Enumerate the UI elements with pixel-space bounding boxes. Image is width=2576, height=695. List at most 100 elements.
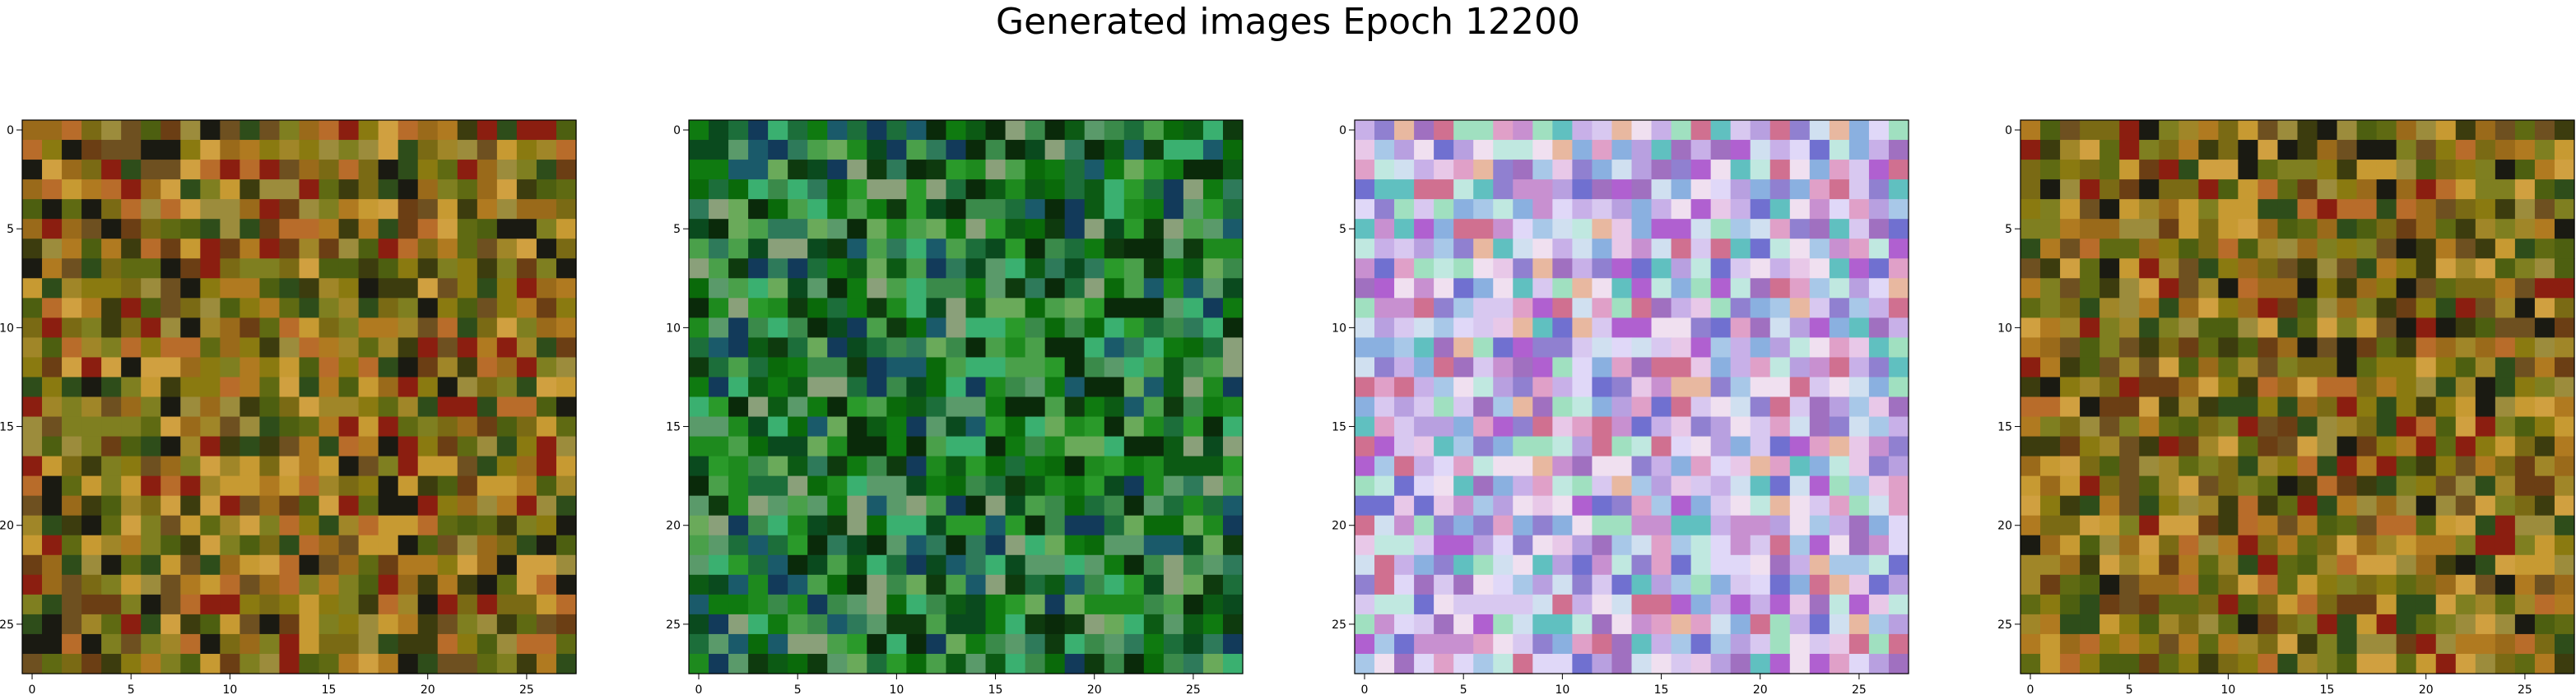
image-pixel <box>1044 574 1066 595</box>
image-pixel <box>1025 219 1046 239</box>
image-pixel <box>141 239 161 259</box>
image-pixel <box>867 574 887 595</box>
image-pixel <box>1829 357 1850 378</box>
image-pixel <box>1651 120 1672 141</box>
image-pixel <box>867 278 887 299</box>
image-pixel <box>1611 199 1633 220</box>
image-pixel <box>2020 258 2041 279</box>
image-pixel <box>200 653 221 674</box>
image-pixel <box>1848 554 1870 576</box>
image-pixel <box>2455 278 2476 299</box>
image-pixel <box>2554 396 2575 418</box>
image-pixel <box>1374 377 1395 398</box>
image-pixel <box>1453 298 1474 318</box>
image-pixel <box>279 357 300 378</box>
image-pixel <box>477 317 498 338</box>
image-pixel <box>200 535 221 556</box>
image-pixel <box>319 258 340 279</box>
image-pixel <box>2416 574 2437 595</box>
image-pixel <box>101 574 122 595</box>
image-pixel <box>2277 594 2299 615</box>
image-pixel <box>477 495 498 517</box>
image-pixel <box>1453 653 1474 674</box>
image-pixel <box>1104 633 1125 655</box>
image-pixel <box>2198 456 2219 477</box>
image-pixel <box>689 140 709 160</box>
image-pixel <box>827 278 848 299</box>
x-tick-label: 0 <box>1361 683 1369 695</box>
image-pixel <box>378 594 399 615</box>
image-pixel <box>1513 140 1533 160</box>
image-pixel <box>2435 179 2457 200</box>
image-pixel <box>239 199 261 220</box>
image-pixel <box>2178 357 2199 378</box>
image-pixel <box>1044 298 1066 318</box>
image-pixel <box>398 574 419 595</box>
image-pixel <box>101 515 122 536</box>
image-pixel <box>1064 120 1086 141</box>
image-pixel <box>1552 653 1573 674</box>
image-pixel <box>2356 199 2378 220</box>
image-pixel <box>788 396 808 418</box>
image-pixel <box>2396 554 2417 576</box>
image-pixel <box>2514 298 2536 318</box>
image-pixel <box>457 436 478 457</box>
image-pixel <box>1163 317 1184 338</box>
image-pixel <box>1473 475 1494 497</box>
image-pixel <box>2337 239 2358 259</box>
image-pixel <box>2040 278 2061 299</box>
image-pixel <box>2435 495 2457 517</box>
image-pixel <box>22 140 43 160</box>
image-pixel <box>1453 416 1474 438</box>
image-pixel <box>398 633 419 655</box>
image-pixel <box>319 614 340 635</box>
image-pixel <box>220 317 240 338</box>
image-pixel <box>1671 140 1692 160</box>
x-tick-label: 10 <box>222 683 237 695</box>
image-pixel <box>2080 614 2100 635</box>
image-pixel <box>141 179 161 200</box>
image-pixel <box>728 337 749 359</box>
image-pixel <box>220 337 240 359</box>
image-pixel <box>417 475 439 497</box>
image-pixel <box>1513 357 1533 378</box>
image-pixel <box>2455 377 2476 398</box>
image-pixel <box>2416 515 2437 536</box>
image-pixel <box>1552 475 1573 497</box>
image-pixel <box>319 456 340 477</box>
image-pixel <box>965 179 987 200</box>
image-pixel <box>2534 219 2555 239</box>
image-pixel <box>338 594 360 615</box>
image-pixel <box>2514 337 2536 359</box>
image-pixel <box>378 357 399 378</box>
image-pixel <box>1355 436 1375 457</box>
image-pixel <box>2159 357 2179 378</box>
x-tick-label: 25 <box>519 683 534 695</box>
image-pixel <box>926 456 947 477</box>
image-pixel <box>1394 515 1415 536</box>
image-pixel <box>1104 495 1125 517</box>
image-pixel <box>62 396 82 418</box>
image-pixel <box>398 278 419 299</box>
image-pixel <box>867 199 887 220</box>
image-pixel <box>2396 653 2417 674</box>
image-pixel <box>2435 317 2457 338</box>
image-pixel <box>2534 495 2555 517</box>
image-pixel <box>926 239 947 259</box>
image-pixel <box>2040 633 2061 655</box>
image-pixel <box>279 120 300 141</box>
image-pixel <box>2495 396 2516 418</box>
image-pixel <box>926 317 947 338</box>
image-pixel <box>319 278 340 299</box>
image-pixel <box>1434 456 1454 477</box>
image-pixel <box>906 416 928 438</box>
image-pixel <box>788 633 808 655</box>
image-pixel <box>1552 199 1573 220</box>
image-pixel <box>1552 298 1573 318</box>
image-pixel <box>398 160 419 180</box>
image-pixel <box>1769 574 1791 595</box>
image-pixel <box>2554 219 2575 239</box>
image-pixel <box>378 495 399 517</box>
image-pixel <box>2257 258 2279 279</box>
image-pixel <box>2514 239 2536 259</box>
